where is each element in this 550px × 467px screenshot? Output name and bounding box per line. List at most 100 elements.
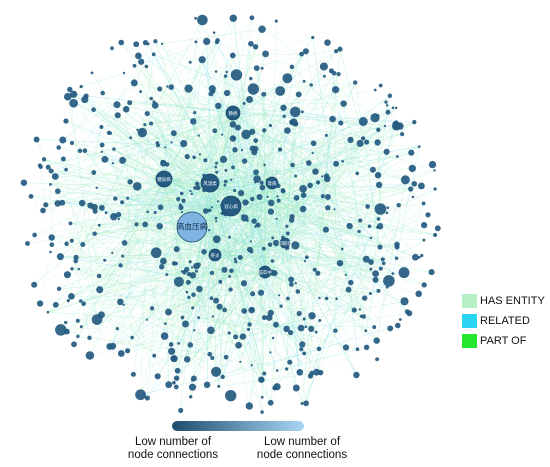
graph-edge	[84, 150, 220, 307]
scale-label-left: Low number of node connections	[108, 436, 238, 462]
graph-node	[54, 188, 61, 195]
graph-node	[153, 39, 158, 44]
graph-node	[315, 270, 321, 276]
graph-edge	[314, 161, 343, 270]
graph-edge	[213, 32, 357, 376]
graph-node	[73, 254, 79, 261]
graph-edge	[34, 172, 165, 285]
graph-node	[338, 120, 344, 126]
graph-node	[110, 46, 114, 51]
graph-edge	[226, 46, 256, 94]
graph-edge	[79, 150, 210, 211]
graph-node	[255, 222, 261, 228]
graph-edge	[230, 51, 337, 207]
graph-node	[32, 232, 37, 238]
graph-node	[90, 71, 94, 75]
graph-edge	[209, 182, 388, 208]
graph-node	[214, 70, 218, 73]
graph-edge	[55, 176, 376, 274]
graph-edge	[350, 117, 376, 141]
graph-edge	[263, 94, 273, 184]
graph-node	[344, 273, 347, 276]
graph-edge	[39, 165, 47, 205]
graph-edge	[153, 101, 234, 114]
graph-node	[212, 235, 221, 244]
graph-node	[64, 241, 69, 247]
graph-edge	[70, 223, 216, 256]
graph-edge	[214, 254, 384, 264]
graph-node	[434, 225, 441, 232]
graph-node	[300, 402, 304, 405]
graph-node	[242, 101, 246, 105]
graph-edge	[331, 70, 379, 220]
graph-edge	[256, 68, 279, 186]
graph-edge	[209, 29, 263, 184]
graph-edge	[73, 103, 293, 217]
graph-edge	[146, 66, 156, 106]
graph-node	[177, 342, 181, 345]
graph-edge	[271, 82, 356, 184]
graph-edge	[134, 40, 218, 66]
graph-edge	[171, 40, 218, 143]
graph-node	[111, 161, 115, 165]
graph-edge	[223, 159, 293, 166]
graph-node	[295, 289, 301, 294]
graph-edge	[160, 190, 205, 208]
hub-node-label: 风湿类	[203, 180, 217, 187]
graph-node	[289, 106, 301, 118]
legend-item-has-entity: HAS ENTITY	[462, 292, 548, 309]
graph-node	[222, 307, 227, 313]
graph-edge	[327, 42, 390, 281]
graph-edge	[43, 159, 252, 311]
graph-edge	[163, 78, 251, 180]
graph-node	[335, 297, 338, 301]
graph-node	[378, 83, 383, 88]
graph-edge	[186, 226, 193, 360]
graph-edge	[236, 74, 266, 273]
graph-edge	[209, 125, 386, 184]
graph-edge	[101, 151, 277, 244]
graph-edge	[147, 43, 245, 219]
graph-node	[215, 161, 218, 165]
graph-node	[109, 342, 117, 350]
graph-edge	[206, 352, 271, 386]
graph-node	[111, 251, 114, 255]
graph-edge	[305, 126, 401, 327]
graph-edge	[168, 242, 286, 313]
graph-edge	[178, 176, 323, 344]
graph-node	[285, 224, 289, 228]
graph-node	[184, 84, 193, 93]
graph-edge	[164, 173, 169, 385]
graph-edge	[68, 300, 79, 337]
graph-edge	[99, 275, 305, 354]
graph-node	[79, 325, 83, 329]
graph-node	[370, 113, 380, 123]
graph-edge	[170, 182, 273, 345]
graph-node	[139, 90, 143, 94]
graph-edge	[186, 112, 234, 360]
graph-edge	[101, 289, 231, 316]
graph-node	[67, 86, 73, 93]
graph-node	[173, 375, 180, 381]
graph-edge	[210, 242, 286, 331]
graph-node	[309, 370, 315, 376]
graph-edge	[389, 95, 397, 109]
graph-edge	[96, 187, 232, 207]
graph-edge	[191, 92, 228, 228]
graph-node	[374, 139, 381, 146]
graph-edge	[229, 251, 252, 277]
graph-node	[391, 272, 395, 275]
graph-node	[214, 40, 219, 45]
graph-edge	[82, 202, 216, 256]
graph-node	[135, 52, 142, 60]
graph-edge	[232, 55, 286, 244]
graph-node	[69, 140, 75, 146]
graph-edge	[284, 242, 291, 363]
graph-edge	[232, 112, 381, 227]
graph-edge	[226, 71, 266, 273]
graph-edge	[270, 122, 341, 212]
graph-edge	[291, 107, 397, 217]
graph-edge	[96, 187, 182, 194]
graph-node	[229, 52, 236, 59]
graph-edge	[304, 260, 432, 273]
